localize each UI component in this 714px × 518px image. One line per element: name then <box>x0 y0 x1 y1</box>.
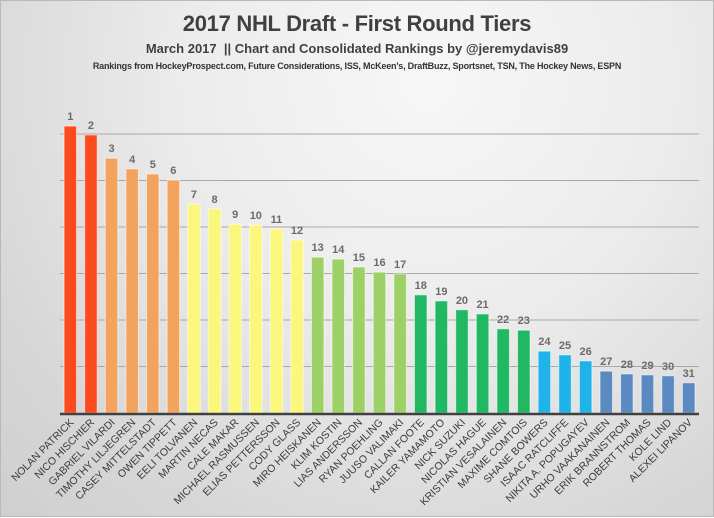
data-label-5: 5 <box>150 159 156 171</box>
bar-16 <box>372 271 387 414</box>
data-label-8: 8 <box>212 194 218 206</box>
bar-8 <box>207 208 222 414</box>
bar-25 <box>558 354 572 414</box>
data-label-9: 9 <box>232 209 238 221</box>
data-label-29: 29 <box>641 360 653 372</box>
bar-28 <box>620 373 634 414</box>
data-label-20: 20 <box>456 295 468 307</box>
bars <box>63 125 696 414</box>
data-label-4: 4 <box>129 154 136 166</box>
data-label-11: 11 <box>271 214 283 226</box>
data-label-2: 2 <box>88 120 94 132</box>
data-label-15: 15 <box>353 252 365 264</box>
data-label-16: 16 <box>373 257 385 269</box>
data-label-27: 27 <box>600 356 612 368</box>
data-label-22: 22 <box>497 314 509 326</box>
chart-title: 2017 NHL Draft - First Round Tiers <box>182 11 532 36</box>
bar-22 <box>496 328 510 414</box>
bar-7 <box>187 203 201 414</box>
bar-5 <box>146 173 160 414</box>
bar-21 <box>475 313 490 414</box>
bar-10 <box>249 224 263 414</box>
chart-subtitle: March 2017 || Chart and Consolidated Ran… <box>145 41 569 56</box>
data-label-31: 31 <box>683 368 695 380</box>
data-label-10: 10 <box>250 210 262 222</box>
bar-9 <box>228 223 242 414</box>
bar-14 <box>331 258 346 414</box>
data-label-3: 3 <box>108 143 114 155</box>
data-label-6: 6 <box>170 165 176 177</box>
data-label-28: 28 <box>621 359 633 371</box>
data-label-24: 24 <box>538 336 551 348</box>
bar-31 <box>681 382 696 414</box>
bar-6 <box>166 179 181 414</box>
data-label-7: 7 <box>191 189 197 201</box>
data-label-25: 25 <box>559 340 571 352</box>
bar-13 <box>310 256 325 414</box>
bar-15 <box>352 266 366 414</box>
bar-24 <box>537 350 552 414</box>
data-label-23: 23 <box>518 315 530 327</box>
data-label-30: 30 <box>662 361 674 373</box>
bar-29 <box>640 374 655 414</box>
bar-26 <box>578 360 593 414</box>
bar-20 <box>455 309 469 414</box>
bar-19 <box>434 300 449 414</box>
data-label-21: 21 <box>476 299 488 311</box>
bar-17 <box>393 273 407 414</box>
bar-23 <box>517 329 531 414</box>
bar-2 <box>84 134 98 414</box>
data-label-12: 12 <box>291 225 303 237</box>
bar-1 <box>63 125 78 414</box>
data-label-17: 17 <box>394 259 406 271</box>
data-label-26: 26 <box>580 346 592 358</box>
chart-sources: Rankings from HockeyProspect.com, Future… <box>92 61 622 71</box>
data-label-14: 14 <box>332 244 345 256</box>
data-label-19: 19 <box>435 286 447 298</box>
bar-18 <box>413 294 428 414</box>
bar-12 <box>290 239 304 414</box>
bar-3 <box>104 157 119 414</box>
bar-27 <box>599 370 613 414</box>
bar-30 <box>661 375 675 414</box>
data-label-18: 18 <box>415 280 427 292</box>
bar-11 <box>269 228 284 414</box>
data-label-1: 1 <box>67 111 73 123</box>
bar-4 <box>125 168 139 414</box>
data-label-13: 13 <box>312 242 324 254</box>
